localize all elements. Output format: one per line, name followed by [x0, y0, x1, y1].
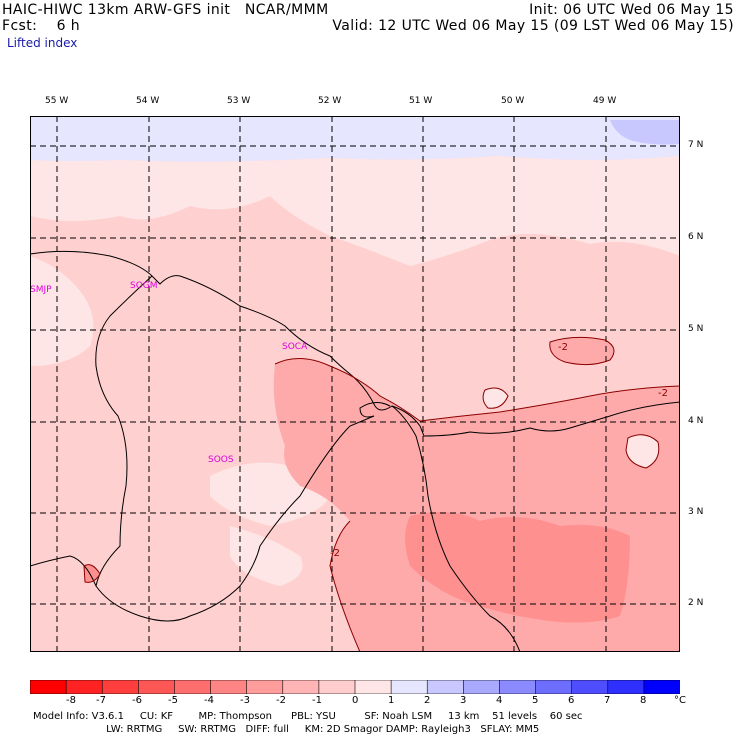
colorbar-swatch	[101, 680, 140, 694]
colorbar-swatch	[571, 680, 609, 694]
colorbar-swatch	[138, 680, 176, 694]
lon-label-49w: 49 W	[593, 96, 617, 106]
colorbar-label: 2	[424, 695, 431, 706]
contour-label-minus2-b: -2	[658, 388, 668, 399]
colorbar-swatch	[282, 680, 320, 694]
colorbar-label: -3	[240, 695, 250, 706]
colorbar-swatch	[354, 680, 392, 694]
colorbar-swatch	[318, 680, 356, 694]
weak-li-area-south	[230, 526, 303, 586]
li-weak-pocket-east	[626, 434, 659, 468]
station-soos: SOOS	[208, 455, 234, 465]
lat-label-7n: 7 N	[688, 140, 704, 150]
colorbar-label: -2	[276, 695, 286, 706]
colorbar-unit: °C	[674, 695, 686, 706]
lon-label-55w: 55 W	[45, 96, 69, 106]
lon-label-53w: 53 W	[227, 96, 251, 106]
field-name: Lifted index	[7, 36, 78, 50]
colorbar-swatch	[426, 680, 465, 694]
colorbar-label: 4	[496, 695, 503, 706]
colorbar-swatch	[499, 680, 537, 694]
colorbar-label: -6	[132, 695, 142, 706]
colorbar-label: 1	[388, 695, 395, 706]
coastline-borders	[30, 250, 680, 652]
header-model-title: HAIC-HIWC 13km ARW-GFS init NCAR/MMM	[2, 2, 329, 18]
lat-label-6n: 6 N	[688, 232, 704, 242]
lon-label-54w: 54 W	[136, 96, 160, 106]
colorbar-label: 6	[568, 695, 575, 706]
model-info-line1: Model Info: V3.6.1 CU: KF MP: Thompson P…	[33, 711, 583, 722]
lifted-index-map: SMJP SOGM SOCA SOOS -2 -2 -2	[30, 116, 680, 652]
map-panel: SMJP SOGM SOCA SOOS -2 -2 -2	[30, 116, 680, 652]
map-frame	[30, 116, 680, 652]
colorbar-swatch	[463, 680, 501, 694]
contour-label-minus2-c: -2	[330, 548, 340, 559]
colorbar-swatch	[643, 680, 680, 694]
header-forecast-hour: Fcst: 6 h	[2, 18, 81, 34]
header-valid-time: Valid: 12 UTC Wed 06 May 15 (09 LST Wed …	[332, 18, 734, 34]
weak-li-area-north	[30, 156, 680, 266]
colorbar	[30, 680, 680, 694]
contour-label-minus2-a: -2	[558, 342, 568, 353]
graticule	[30, 116, 680, 652]
colorbar-label: 7	[604, 695, 611, 706]
lat-label-4n: 4 N	[688, 416, 704, 426]
li-minus-3-area	[405, 512, 630, 623]
lon-label-51w: 51 W	[409, 96, 433, 106]
model-info-line2: LW: RRTMG SW: RRTMG DIFF: full KM: 2D Sm…	[33, 724, 540, 735]
colorbar-label: 5	[532, 695, 539, 706]
colorbar-label: -4	[204, 695, 214, 706]
station-sogm: SOGM	[130, 281, 158, 291]
colorbar-swatch	[607, 680, 645, 694]
colorbar-label: -5	[168, 695, 178, 706]
colorbar-label: -8	[66, 695, 76, 706]
lon-label-52w: 52 W	[318, 96, 342, 106]
lat-label-5n: 5 N	[688, 324, 704, 334]
weak-li-area-west	[30, 256, 94, 366]
lat-label-3n: 3 N	[688, 507, 704, 517]
positive-li-core	[610, 120, 680, 145]
colorbar-swatch	[246, 680, 284, 694]
colorbar-swatch	[535, 680, 573, 694]
colorbar-label: 3	[460, 695, 467, 706]
lon-label-50w: 50 W	[501, 96, 525, 106]
li-minus-2-cell	[549, 337, 614, 365]
colorbar-swatch	[65, 680, 104, 694]
colorbar-label: 0	[352, 695, 359, 706]
station-soca: SOCA	[282, 342, 308, 352]
station-smjp: SMJP	[30, 285, 52, 295]
li-weak-pocket	[483, 388, 508, 409]
colorbar-label: -7	[96, 695, 106, 706]
colorbar-swatch	[174, 680, 212, 694]
colorbar-swatch	[390, 680, 429, 694]
colorbar-label: 8	[640, 695, 647, 706]
header-init-time: Init: 06 UTC Wed 06 May 15	[529, 2, 734, 18]
colorbar-label: -1	[312, 695, 322, 706]
colorbar-swatch	[210, 680, 248, 694]
lat-label-2n: 2 N	[688, 598, 704, 608]
positive-li-area	[30, 116, 680, 162]
colorbar-swatch	[30, 680, 67, 694]
li-contours	[83, 336, 680, 652]
